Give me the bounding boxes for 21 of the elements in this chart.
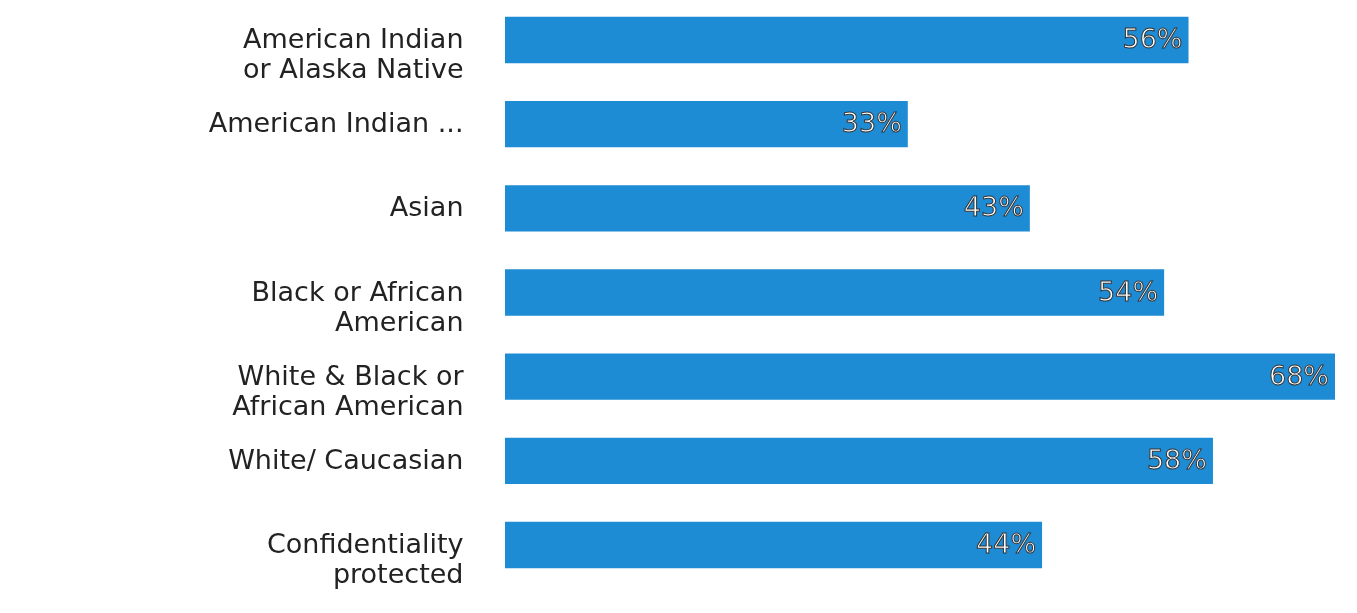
bar	[505, 353, 1335, 400]
y-tick-label: White/ Caucasian	[228, 443, 464, 475]
data-label: 58%	[1146, 443, 1207, 475]
data-label: 44%	[976, 528, 1037, 560]
data-label: 56%	[1122, 22, 1183, 54]
data-label: 68%	[1268, 359, 1329, 391]
bar	[505, 521, 1043, 569]
data-label: 33%	[841, 107, 902, 139]
y-tick-label: Black or African American	[251, 275, 464, 337]
bar	[505, 185, 1030, 232]
y-tick-label: American Indian or Alaska Native	[243, 22, 464, 84]
y-tick-label: American Indian ...	[208, 107, 464, 139]
y-tick-label: Confidentiality protected	[266, 528, 464, 590]
bar	[505, 437, 1213, 484]
bar	[505, 101, 908, 148]
y-tick-label: Asian	[389, 191, 464, 223]
bar	[505, 16, 1189, 64]
bar	[505, 269, 1165, 316]
data-label: 43%	[963, 191, 1024, 223]
y-tick-label: White & Black or African American	[232, 359, 465, 421]
data-label: 54%	[1098, 275, 1159, 307]
